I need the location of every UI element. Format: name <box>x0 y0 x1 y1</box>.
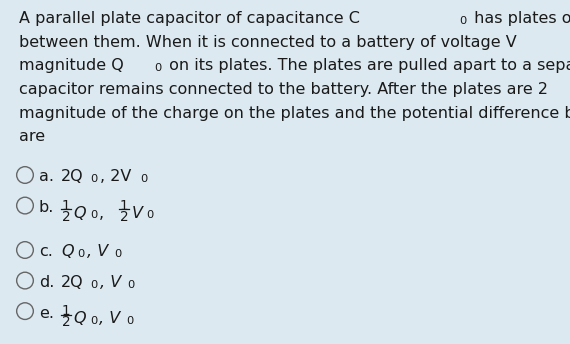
Text: a.: a. <box>39 170 54 184</box>
Text: c.: c. <box>39 245 53 259</box>
Text: 2: 2 <box>62 210 70 224</box>
Text: , 2V: , 2V <box>100 170 131 184</box>
Text: 0: 0 <box>90 174 97 184</box>
Text: b.: b. <box>39 200 54 215</box>
Text: , V: , V <box>99 311 120 326</box>
Text: d.: d. <box>39 275 54 290</box>
Text: 0: 0 <box>90 211 97 221</box>
Text: Q: Q <box>74 206 86 221</box>
Text: magnitude of the charge on the plates and the potential difference between them: magnitude of the charge on the plates an… <box>19 106 570 120</box>
Text: e.: e. <box>39 305 54 321</box>
Text: between them. When it is connected to a battery of voltage V: between them. When it is connected to a … <box>19 35 517 50</box>
Text: 1: 1 <box>62 304 70 318</box>
Text: V: V <box>132 206 142 221</box>
Text: 1: 1 <box>120 198 128 213</box>
Text: 0: 0 <box>127 316 134 326</box>
Text: 0: 0 <box>459 16 466 26</box>
Text: are: are <box>19 129 46 144</box>
Text: 0: 0 <box>114 249 121 259</box>
Text: A parallel plate capacitor of capacitance C: A parallel plate capacitor of capacitanc… <box>19 11 360 26</box>
Text: ,: , <box>99 206 115 221</box>
Text: 0: 0 <box>90 316 97 326</box>
Text: , V: , V <box>100 275 121 290</box>
Text: magnitude Q: magnitude Q <box>19 58 124 73</box>
Text: 2Q: 2Q <box>61 170 84 184</box>
Text: 0: 0 <box>140 174 148 184</box>
Text: capacitor remains connected to the battery. After the plates are 2: capacitor remains connected to the batte… <box>19 82 548 97</box>
Text: Q: Q <box>61 245 74 259</box>
Text: 1: 1 <box>62 198 70 213</box>
Text: 0: 0 <box>154 63 162 73</box>
Text: 0: 0 <box>90 280 97 290</box>
Text: Q: Q <box>74 311 86 326</box>
Text: has plates of area: has plates of area <box>469 11 570 26</box>
Text: , V: , V <box>87 245 108 259</box>
Text: 2: 2 <box>120 210 128 224</box>
Text: 0: 0 <box>78 249 85 259</box>
Text: 0: 0 <box>146 211 153 221</box>
Text: on its plates. The plates are pulled apart to a separation 2: on its plates. The plates are pulled apa… <box>164 58 570 73</box>
Text: 2Q: 2Q <box>61 275 84 290</box>
Text: 0: 0 <box>127 280 135 290</box>
Text: 2: 2 <box>62 315 70 329</box>
